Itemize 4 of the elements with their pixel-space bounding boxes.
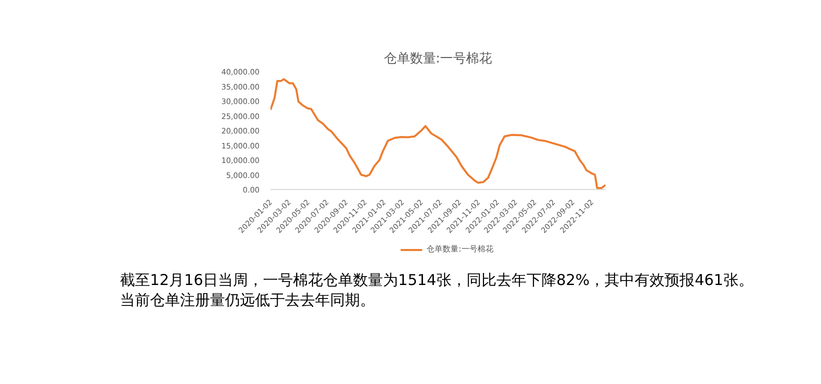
chart-title: 仓单数量:一号棉花 xyxy=(384,52,492,66)
line-series xyxy=(270,78,606,190)
legend-label: 仓单数量:一号棉花 xyxy=(426,244,494,254)
text: 截至12月16日当周，一号棉花仓单数量为1514张，同比去年下降82%，其中有效预报461张。当前仓单注册量仍远低于去去年同期。 xyxy=(120,270,754,310)
